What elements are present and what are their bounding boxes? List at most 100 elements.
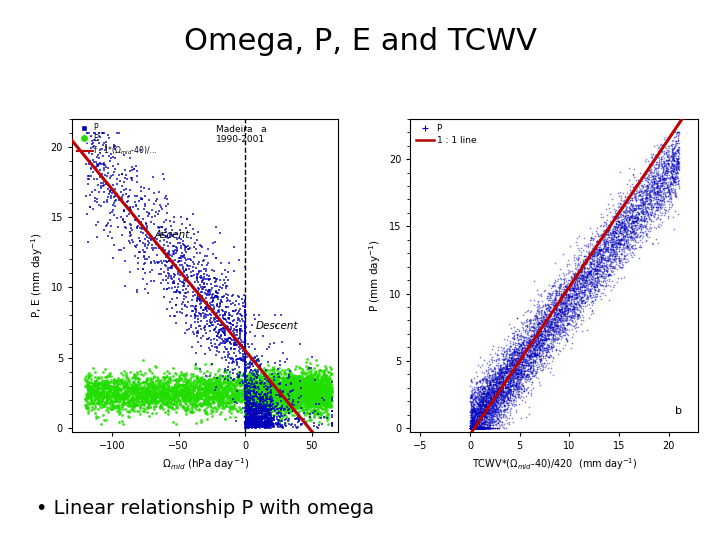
Point — [655, 200, 667, 209]
Point — [243, 401, 255, 409]
Point — [568, 307, 580, 316]
Point — [629, 191, 640, 199]
Point — [247, 384, 258, 393]
Point — [130, 388, 142, 397]
Point — [545, 339, 557, 347]
Point — [580, 252, 592, 260]
Point — [153, 375, 164, 384]
Point — [612, 189, 624, 198]
Point — [529, 336, 541, 345]
Point — [517, 370, 528, 379]
Point — [82, 407, 94, 415]
Point — [470, 424, 482, 433]
Point — [470, 383, 482, 391]
Point — [544, 280, 555, 289]
Point — [259, 373, 271, 382]
Point — [474, 424, 485, 433]
Point — [498, 404, 510, 413]
Point — [240, 362, 251, 370]
Point — [298, 409, 310, 417]
Point — [250, 422, 261, 431]
Point — [601, 246, 613, 255]
Point — [501, 405, 513, 414]
Point — [549, 342, 560, 350]
Point — [536, 313, 547, 322]
Point — [500, 390, 512, 399]
Point — [597, 268, 608, 277]
Point — [230, 341, 241, 350]
Point — [274, 380, 286, 388]
Point — [145, 395, 157, 403]
Point — [469, 424, 480, 433]
Point — [244, 408, 256, 417]
Point — [476, 383, 487, 392]
Point — [648, 217, 660, 225]
Point — [86, 387, 97, 396]
Point — [270, 393, 282, 401]
Point — [528, 348, 540, 357]
Point — [207, 386, 219, 395]
Text: • Linear relationship P with omega: • Linear relationship P with omega — [36, 500, 374, 518]
Point — [585, 279, 597, 287]
Point — [244, 383, 256, 392]
Point — [158, 268, 170, 276]
Point — [565, 292, 577, 301]
Point — [322, 396, 333, 405]
Point — [253, 373, 265, 381]
Point — [631, 189, 642, 198]
Point — [586, 265, 598, 274]
Point — [593, 272, 605, 280]
Point — [253, 414, 265, 423]
Point — [314, 377, 325, 386]
Point — [588, 251, 600, 259]
Point — [322, 397, 333, 406]
Point — [492, 379, 503, 387]
Point — [667, 180, 678, 188]
Point — [504, 374, 516, 382]
Point — [582, 242, 594, 251]
Point — [629, 228, 641, 237]
Point — [474, 397, 486, 406]
Point — [534, 326, 545, 335]
Point — [103, 392, 114, 400]
Point — [475, 402, 487, 410]
Point — [126, 395, 138, 404]
Point — [567, 317, 578, 326]
Point — [467, 424, 479, 433]
Point — [267, 422, 279, 430]
Point — [518, 374, 529, 382]
Point — [467, 413, 479, 421]
Point — [239, 381, 251, 390]
Point — [261, 386, 273, 395]
Point — [303, 386, 315, 395]
Point — [250, 421, 261, 430]
Point — [122, 375, 133, 384]
Point — [548, 287, 559, 296]
Point — [215, 339, 227, 348]
Point — [657, 165, 669, 174]
Point — [181, 396, 193, 404]
Point — [482, 423, 493, 432]
Point — [200, 387, 212, 395]
Point — [295, 398, 307, 407]
Point — [489, 371, 500, 380]
Point — [251, 392, 262, 400]
Point — [562, 319, 574, 328]
Point — [522, 357, 534, 366]
Point — [662, 186, 674, 194]
Point — [318, 388, 329, 397]
Point — [196, 303, 207, 312]
Point — [534, 301, 545, 310]
Point — [625, 223, 636, 232]
Point — [633, 254, 644, 262]
Point — [481, 421, 492, 430]
Point — [243, 405, 255, 414]
Point — [620, 205, 631, 213]
Point — [505, 381, 516, 389]
Point — [578, 280, 590, 289]
Point — [254, 416, 266, 425]
Point — [467, 407, 478, 415]
Point — [132, 377, 143, 386]
Point — [570, 276, 582, 285]
Point — [477, 388, 488, 397]
